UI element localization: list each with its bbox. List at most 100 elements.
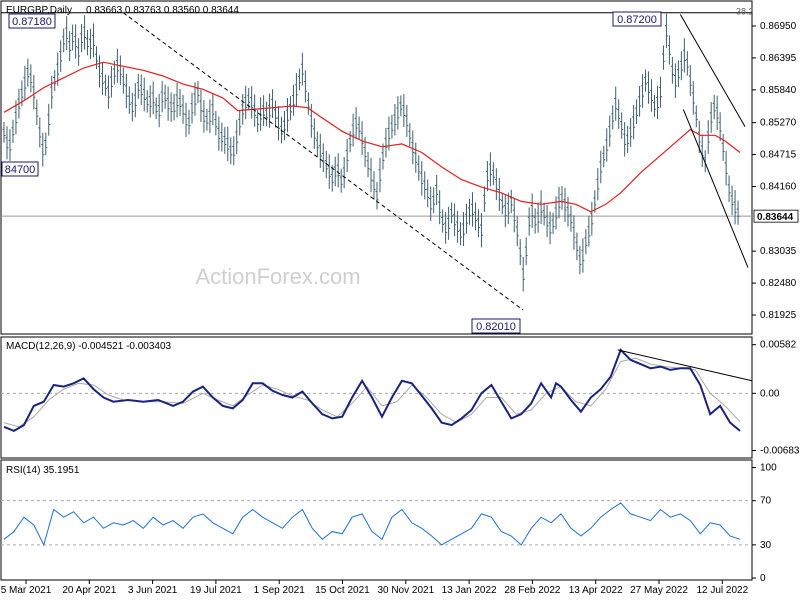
x-tick-label: 5 Mar 2021 bbox=[1, 585, 52, 596]
x-tick-label: 3 Jun 2021 bbox=[128, 585, 178, 596]
price-bar bbox=[74, 24, 78, 59]
price-bar bbox=[390, 114, 394, 139]
price-annotation-label: 84700 bbox=[5, 164, 36, 176]
rsi-y-tick-label: 100 bbox=[760, 463, 777, 474]
x-tick-label: 13 Jan 2022 bbox=[442, 585, 497, 596]
price-bar bbox=[429, 186, 433, 221]
price-bar bbox=[605, 128, 609, 162]
price-bar bbox=[235, 119, 239, 155]
price-bar bbox=[190, 92, 194, 124]
price-bar bbox=[211, 93, 215, 125]
price-bar bbox=[303, 70, 307, 103]
price-bar bbox=[396, 96, 400, 130]
price-bar bbox=[420, 161, 424, 196]
price-bar bbox=[324, 150, 328, 179]
price-bar bbox=[181, 95, 185, 124]
price-bar bbox=[497, 178, 501, 212]
price-bar bbox=[384, 127, 388, 158]
price-bar bbox=[408, 123, 412, 147]
price-bar bbox=[321, 143, 325, 173]
price-bar bbox=[175, 82, 179, 118]
price-bar bbox=[59, 40, 63, 72]
price-bar bbox=[333, 156, 337, 187]
price-bar bbox=[718, 112, 722, 142]
price-bar bbox=[393, 104, 397, 136]
price-bar bbox=[154, 97, 158, 120]
price-annotation-label: 0.87200 bbox=[617, 14, 657, 26]
price-bar bbox=[11, 119, 15, 143]
price-bar bbox=[608, 115, 612, 147]
rsi-y-tick-label: 0 bbox=[760, 573, 766, 584]
price-bar bbox=[265, 101, 269, 127]
price-bar bbox=[306, 92, 310, 115]
macd-y-tick-label: -0.006835 bbox=[760, 445, 800, 456]
price-bar bbox=[41, 132, 45, 167]
price-bar bbox=[691, 81, 695, 115]
price-bar bbox=[357, 116, 361, 140]
price-bar bbox=[467, 198, 471, 225]
price-bar bbox=[106, 75, 110, 109]
price-bar bbox=[345, 138, 349, 173]
price-bar bbox=[330, 165, 334, 192]
price-bar bbox=[38, 117, 42, 148]
price-bar bbox=[563, 187, 567, 222]
price-bar bbox=[593, 190, 597, 213]
x-tick-label: 28 Feb 2022 bbox=[504, 585, 561, 596]
price-bar bbox=[670, 56, 674, 84]
price-bar bbox=[288, 96, 292, 121]
price-bar bbox=[277, 105, 281, 141]
price-bar bbox=[312, 118, 316, 149]
price-trendline bbox=[682, 109, 749, 268]
price-bar bbox=[372, 171, 376, 200]
price-bar bbox=[596, 168, 600, 201]
price-bar bbox=[336, 153, 340, 188]
price-y-tick-label: 0.83035 bbox=[760, 246, 797, 257]
price-bar bbox=[566, 197, 570, 227]
price-bar bbox=[465, 203, 469, 234]
price-bar bbox=[14, 100, 18, 135]
price-bar bbox=[169, 92, 173, 122]
price-bar bbox=[518, 239, 522, 266]
rsi-y-tick-label: 70 bbox=[760, 496, 772, 507]
price-bar bbox=[184, 102, 188, 137]
price-bar bbox=[29, 64, 33, 93]
x-tick-label: 13 Apr 2022 bbox=[569, 585, 623, 596]
price-bar bbox=[551, 212, 555, 234]
price-bar bbox=[244, 85, 248, 120]
price-bar bbox=[297, 68, 301, 91]
price-y-tick-label: 0.85840 bbox=[760, 85, 797, 96]
price-bar bbox=[617, 99, 621, 129]
price-bar bbox=[456, 210, 460, 243]
price-bar bbox=[92, 23, 96, 58]
price-bar bbox=[733, 190, 737, 225]
price-bar bbox=[83, 15, 87, 50]
price-bar bbox=[68, 31, 72, 62]
price-bar bbox=[727, 175, 731, 203]
price-bar bbox=[86, 30, 90, 56]
price-bar bbox=[614, 86, 618, 121]
price-bar bbox=[450, 202, 454, 224]
price-bar bbox=[65, 16, 69, 51]
price-bar bbox=[226, 126, 230, 162]
x-tick-label: 20 Apr 2021 bbox=[62, 585, 116, 596]
price-bar bbox=[506, 192, 510, 225]
price-bar bbox=[199, 89, 203, 123]
price-bar bbox=[542, 202, 546, 226]
price-bar bbox=[294, 73, 298, 107]
price-bar bbox=[485, 161, 489, 192]
price-bar bbox=[205, 108, 209, 131]
price-bar bbox=[100, 61, 104, 95]
price-bar bbox=[399, 95, 403, 117]
ohlc-readout: 0.83663 0.83763 0.83560 0.83644 bbox=[86, 5, 239, 16]
price-bar bbox=[2, 122, 6, 143]
price-bar bbox=[539, 190, 543, 225]
price-bar bbox=[438, 190, 442, 225]
price-bar bbox=[202, 100, 206, 133]
price-bar bbox=[80, 23, 84, 53]
price-bar bbox=[187, 109, 191, 135]
price-bar bbox=[375, 181, 379, 210]
price-annotation-label: 0.82010 bbox=[476, 321, 516, 333]
price-bar bbox=[62, 28, 66, 53]
price-bar bbox=[44, 132, 48, 156]
price-bar bbox=[23, 65, 27, 101]
